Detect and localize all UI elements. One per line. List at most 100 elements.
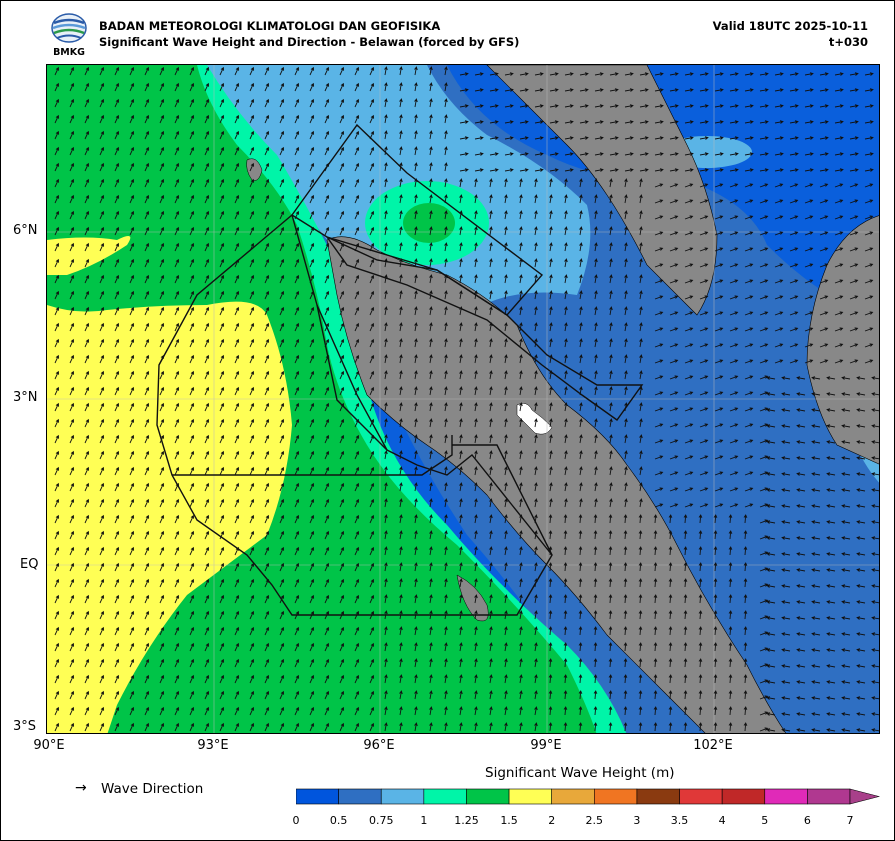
wave-arrow bbox=[759, 439, 769, 444]
wave-arrow bbox=[219, 258, 225, 268]
wave-arrow bbox=[204, 66, 210, 76]
wave-arrow bbox=[609, 338, 613, 348]
wave-arrow bbox=[189, 706, 195, 716]
wave-arrow bbox=[864, 104, 874, 108]
wave-arrow bbox=[339, 370, 345, 380]
wave-arrow bbox=[234, 658, 240, 668]
wave-arrow bbox=[578, 578, 583, 588]
wave-arrow bbox=[189, 306, 195, 316]
wave-arrow bbox=[669, 104, 679, 108]
lon-label-99e: 99°E bbox=[530, 738, 562, 753]
wave-arrow bbox=[683, 578, 688, 588]
wave-arrow bbox=[159, 290, 165, 300]
wave-arrow bbox=[744, 120, 754, 124]
wave-arrow bbox=[826, 552, 836, 556]
wave-arrow bbox=[249, 658, 255, 668]
wave-arrow bbox=[114, 642, 120, 652]
wave-arrow bbox=[444, 290, 448, 300]
wave-arrow bbox=[384, 306, 388, 316]
wave-arrow bbox=[249, 466, 255, 476]
wave-arrow bbox=[429, 530, 433, 540]
wave-arrow bbox=[189, 722, 195, 732]
wave-arrow bbox=[759, 727, 769, 732]
wave-arrow bbox=[564, 226, 568, 236]
wave-arrow bbox=[759, 183, 769, 188]
wave-arrow bbox=[699, 247, 709, 252]
wave-arrow bbox=[384, 146, 388, 156]
wave-arrow bbox=[759, 615, 769, 620]
wave-arrow bbox=[279, 242, 285, 252]
wave-arrow bbox=[369, 322, 375, 332]
wave-arrow bbox=[759, 503, 769, 508]
wave-arrow bbox=[699, 311, 709, 316]
wave-arrow bbox=[414, 370, 418, 380]
wave-arrow bbox=[249, 66, 255, 76]
wave-arrow bbox=[826, 584, 836, 588]
wave-arrow bbox=[766, 728, 776, 732]
wave-arrow bbox=[594, 242, 598, 252]
wave-arrow bbox=[144, 146, 150, 156]
wave-arrow bbox=[114, 66, 120, 76]
wave-arrow bbox=[474, 434, 478, 444]
wave-arrow bbox=[114, 146, 120, 156]
wave-arrow bbox=[811, 648, 821, 652]
wave-arrow bbox=[189, 674, 195, 684]
wave-arrow bbox=[369, 98, 375, 108]
wave-arrow bbox=[219, 434, 225, 444]
wave-arrow bbox=[744, 487, 754, 492]
wave-arrow bbox=[84, 338, 90, 348]
wave-arrow bbox=[279, 114, 285, 124]
wave-arrow bbox=[174, 498, 180, 508]
wave-arrow bbox=[219, 642, 225, 652]
wave-arrow bbox=[744, 503, 754, 508]
wave-arrow bbox=[549, 258, 553, 268]
wave-arrow bbox=[811, 696, 821, 700]
wave-arrow bbox=[654, 343, 664, 348]
wave-arrow bbox=[489, 546, 493, 556]
wave-arrow bbox=[819, 183, 829, 188]
wave-arrow bbox=[474, 402, 478, 412]
wave-arrow bbox=[384, 482, 388, 492]
wave-arrow bbox=[309, 370, 315, 380]
wave-arrow bbox=[144, 610, 150, 620]
wave-arrow bbox=[339, 290, 345, 300]
wave-arrow bbox=[99, 354, 105, 364]
wave-arrow bbox=[669, 455, 679, 460]
wave-arrow bbox=[144, 450, 150, 460]
wave-arrow bbox=[399, 370, 403, 380]
wave-arrow bbox=[684, 295, 694, 300]
wave-arrow bbox=[728, 674, 733, 684]
wave-arrow bbox=[549, 168, 559, 172]
wave-arrow bbox=[69, 690, 75, 700]
wave-arrow bbox=[189, 354, 195, 364]
wave-arrow bbox=[234, 674, 240, 684]
wave-arrow bbox=[623, 562, 628, 572]
wave-arrow bbox=[279, 450, 285, 460]
wave-arrow bbox=[159, 626, 165, 636]
wave-arrow bbox=[249, 274, 255, 284]
wave-arrow bbox=[796, 600, 806, 604]
colorbar-swatch bbox=[594, 788, 638, 805]
wave-arrow bbox=[429, 306, 433, 316]
wave-arrow bbox=[69, 226, 75, 236]
wave-arrow bbox=[781, 680, 791, 684]
wave-arrow bbox=[249, 482, 255, 492]
wave-arrow bbox=[489, 386, 493, 396]
wave-arrow bbox=[309, 482, 315, 492]
wave-arrow bbox=[84, 690, 90, 700]
wave-arrow bbox=[144, 258, 150, 268]
wave-arrow bbox=[796, 680, 806, 684]
colorbar-tick-label: 1.5 bbox=[500, 814, 518, 827]
wave-arrow bbox=[856, 680, 866, 684]
wave-arrow bbox=[781, 600, 791, 604]
wave-arrow bbox=[683, 514, 688, 524]
zone-strait bbox=[324, 235, 644, 421]
wave-arrow bbox=[309, 66, 315, 76]
wave-arrow bbox=[204, 450, 210, 460]
wave-arrow bbox=[444, 242, 448, 252]
wave-arrow bbox=[444, 354, 448, 364]
wave-arrow bbox=[519, 450, 523, 460]
wave-arrow bbox=[324, 194, 330, 204]
wave-arrow bbox=[743, 642, 748, 652]
wave-arrow bbox=[759, 72, 769, 76]
